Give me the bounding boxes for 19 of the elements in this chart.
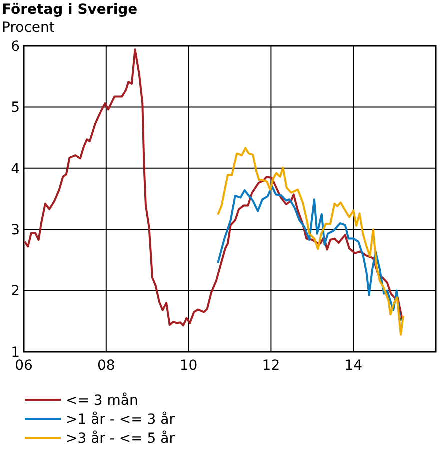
x-tick-label: 12	[262, 358, 280, 374]
chart-title: Företag i Sverige	[2, 2, 138, 18]
y-tick-label: 1	[11, 344, 20, 361]
y-axis-title: Procent	[2, 20, 56, 36]
y-tick-label: 3	[11, 222, 20, 238]
line-series	[24, 48, 404, 327]
x-tick-label: 10	[180, 358, 198, 374]
y-tick-label: 6	[11, 38, 20, 55]
y-tick-label: 2	[11, 284, 20, 300]
y-tick-label: 4	[11, 161, 20, 178]
x-tick-label: 08	[97, 358, 116, 374]
legend-label: >1 år - <= 3 år	[66, 410, 176, 428]
legend-label: >3 år - <= 5 år	[66, 430, 176, 447]
y-tick-label: 5	[11, 100, 20, 116]
legend-label: <= 3 mån	[66, 392, 138, 409]
x-tick-label: 14	[344, 358, 363, 374]
x-tick-label: 06	[15, 358, 33, 374]
line-series	[217, 147, 404, 336]
line-series	[217, 185, 404, 322]
